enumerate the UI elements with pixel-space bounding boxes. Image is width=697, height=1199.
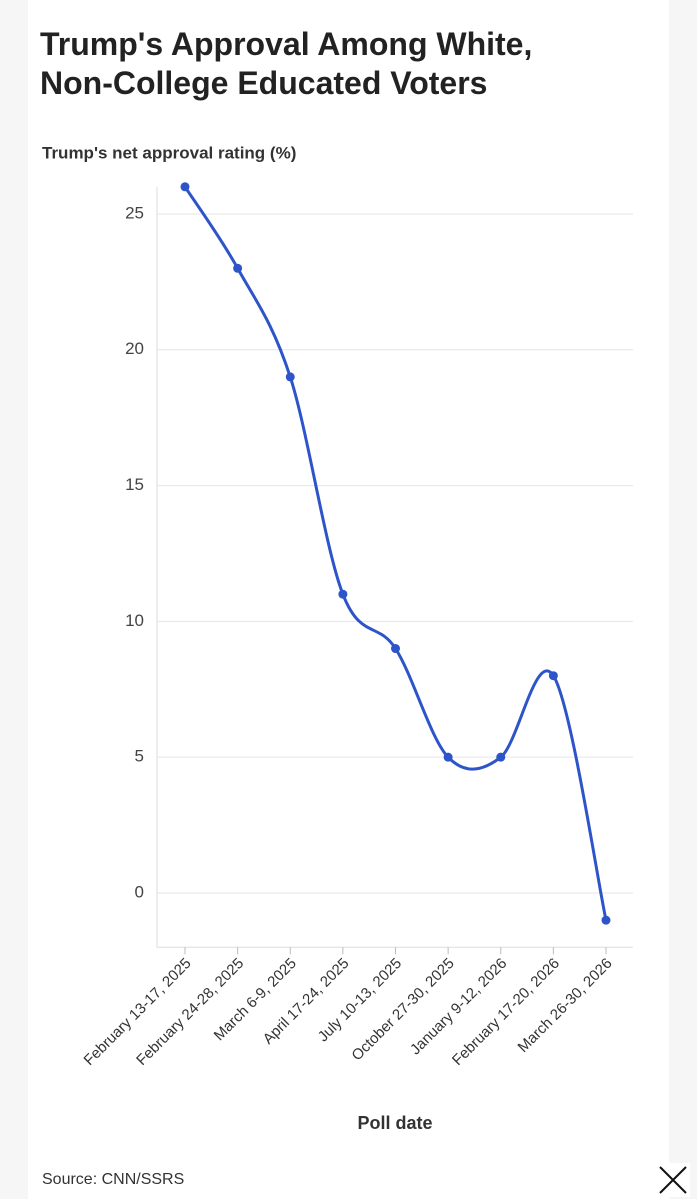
close-icon[interactable] xyxy=(659,1166,687,1194)
point xyxy=(180,182,190,192)
point xyxy=(338,589,348,599)
point xyxy=(391,644,400,654)
point xyxy=(601,915,611,925)
x-axis-label: Poll date xyxy=(357,1113,432,1133)
point xyxy=(285,372,295,382)
y-tick-label: 5 xyxy=(135,747,144,766)
point xyxy=(233,263,243,273)
y-tick-label: 15 xyxy=(125,475,144,494)
point xyxy=(548,671,558,681)
y-tick-label: 10 xyxy=(125,611,144,630)
y-axis-label: Trump's net approval rating (%) xyxy=(42,143,296,162)
y-tick-label: 25 xyxy=(125,203,144,222)
chart-title: Trump's Approval Among White, Non-College… xyxy=(40,26,532,101)
source: Source: CNN/SSRS xyxy=(42,1171,184,1188)
y-tick-label: 20 xyxy=(125,339,144,358)
point xyxy=(443,752,453,762)
y-tick-label: 0 xyxy=(135,882,144,901)
point xyxy=(496,752,506,762)
card xyxy=(28,0,669,1199)
close-button[interactable] xyxy=(656,1163,690,1197)
